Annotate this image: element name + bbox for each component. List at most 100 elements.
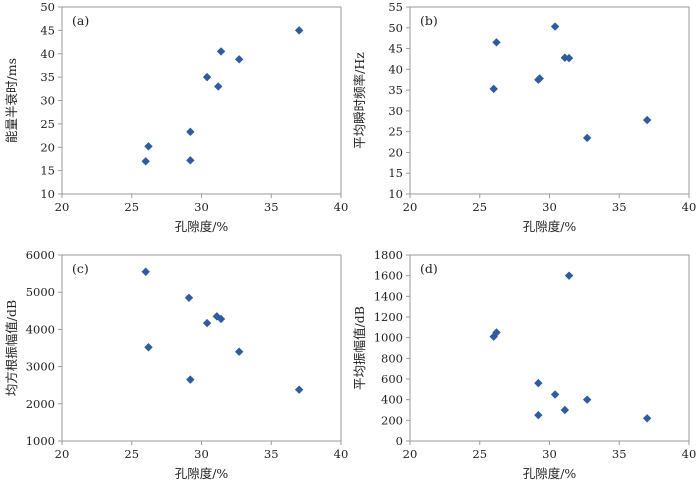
y-tick-label: 5000	[26, 285, 55, 299]
y-tick-label: 1000	[374, 331, 403, 345]
x-axis-label: 孔隙度/%	[175, 219, 229, 234]
data-point	[535, 74, 544, 83]
x-tick-label: 30	[542, 200, 557, 214]
data-point	[186, 375, 195, 384]
x-tick-label: 40	[334, 447, 349, 461]
panel-b: 20 25 30 35 40 10 15 20 25 30 35 40 45 50 55 (b) 孔隙度/% 平均…	[352, 0, 696, 234]
x-tick-label: 30	[542, 447, 557, 461]
x-axis-label: 孔隙度/%	[175, 466, 229, 481]
y-tick-label: 600	[381, 372, 403, 386]
y-tick-label: 1600	[374, 269, 403, 283]
data-point	[564, 53, 574, 63]
data-point	[144, 142, 153, 151]
data-point	[642, 414, 652, 423]
data-point	[560, 53, 570, 62]
data-point	[141, 157, 150, 166]
y-tick-label: 1000	[26, 434, 55, 448]
y-tick-label: 15	[40, 164, 55, 178]
x-tick-label: 20	[403, 200, 418, 214]
data-point	[141, 267, 150, 276]
data-point	[234, 347, 244, 356]
x-tick-label: 40	[682, 200, 697, 214]
y-tick-label: 45	[40, 23, 55, 37]
data-point	[564, 271, 574, 280]
panel-c: 20 25 30 35 40 1000 2000 3000 4000 5000 6000 (c) 孔隙度…	[4, 248, 348, 481]
data-point	[550, 390, 560, 399]
y-tick-label: 55	[388, 0, 403, 14]
panel-label: (a)	[72, 13, 89, 28]
panel-label: (c)	[72, 261, 89, 276]
x-tick-label: 20	[55, 200, 70, 214]
x-tick-label: 35	[612, 200, 627, 214]
y-tick-label: 40	[388, 62, 403, 76]
x-tick-label: 20	[403, 447, 418, 461]
y-tick-label: 3000	[26, 360, 55, 374]
data-point	[492, 38, 501, 47]
x-tick-label: 25	[472, 200, 487, 214]
plot-frame	[409, 6, 690, 195]
y-tick-label: 50	[388, 21, 403, 35]
x-tick-label: 35	[264, 447, 279, 461]
x-tick-label: 25	[124, 200, 139, 214]
y-tick-label: 2000	[26, 397, 55, 411]
panel-d: 20 25 30 35 40020040060080010001200140016001…	[352, 248, 696, 481]
data-point	[550, 22, 560, 31]
data-point	[582, 395, 592, 404]
data-point	[144, 343, 153, 352]
y-tick-label: 30	[40, 94, 55, 108]
x-tick-label: 30	[194, 200, 209, 214]
y-tick-label: 35	[40, 70, 55, 84]
data-point	[560, 405, 570, 415]
y-tick-label: 45	[388, 42, 403, 56]
y-tick-label: 35	[388, 83, 403, 97]
y-tick-label: 400	[381, 393, 403, 407]
y-tick-label: 6000	[26, 248, 55, 262]
y-axis-label: 能量半衰时/ms	[4, 58, 19, 143]
x-tick-label: 40	[334, 200, 349, 214]
y-tick-label: 10	[40, 187, 55, 201]
y-tick-label: 0	[396, 434, 403, 448]
plot-frame	[61, 254, 342, 442]
y-tick-label: 30	[388, 104, 403, 118]
y-tick-label: 40	[40, 47, 55, 61]
data-point	[534, 410, 543, 420]
x-tick-label: 40	[682, 447, 697, 461]
data-point	[582, 133, 592, 143]
x-axis-label: 孔隙度/%	[523, 466, 577, 481]
data-point	[186, 127, 195, 137]
x-axis-label: 孔隙度/%	[523, 219, 577, 234]
y-tick-label: 20	[388, 145, 403, 159]
panel-label: (b)	[420, 13, 438, 28]
data-point	[202, 72, 212, 82]
plot-frame	[61, 6, 342, 195]
y-axis-label: 平均振幅值/dB	[352, 306, 367, 390]
x-tick-label: 20	[55, 447, 70, 461]
data-point	[294, 26, 304, 35]
data-point	[202, 318, 212, 328]
y-tick-label: 25	[388, 125, 403, 139]
y-axis-label: 均方根振幅值/dB	[4, 300, 19, 396]
data-point	[492, 328, 501, 337]
data-point	[489, 84, 498, 94]
x-tick-label: 30	[194, 447, 209, 461]
y-tick-label: 20	[40, 140, 55, 154]
data-point	[234, 55, 244, 64]
y-axis-label: 平均瞬时频率/Hz	[352, 52, 367, 149]
data-point	[184, 293, 194, 302]
panel-label: (d)	[420, 261, 438, 276]
y-tick-label: 1800	[374, 248, 403, 262]
data-point	[642, 115, 652, 125]
data-point	[294, 385, 304, 394]
data-point	[216, 47, 226, 56]
y-tick-label: 1200	[374, 310, 403, 324]
y-tick-label: 15	[388, 166, 403, 180]
data-point	[186, 156, 195, 165]
y-tick-label: 800	[381, 351, 403, 365]
y-tick-label: 50	[40, 0, 55, 14]
y-tick-label: 4000	[26, 322, 55, 336]
x-tick-label: 35	[612, 447, 627, 461]
y-tick-label: 25	[40, 117, 55, 131]
y-tick-label: 200	[381, 413, 403, 427]
y-tick-label: 1400	[374, 289, 403, 303]
plot-frame	[409, 254, 690, 442]
